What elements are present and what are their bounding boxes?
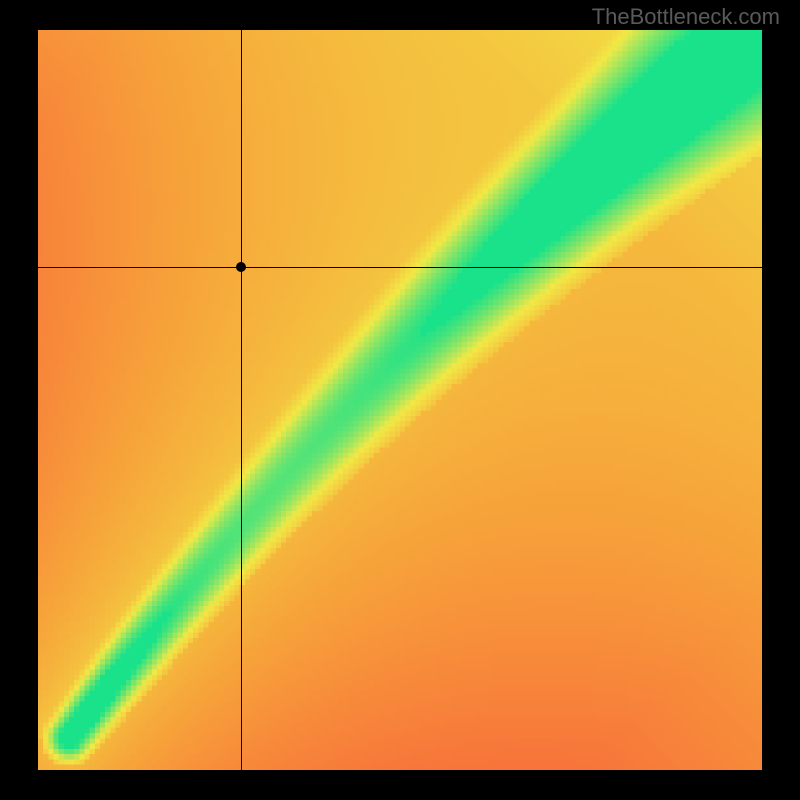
crosshair-marker [236,262,246,272]
heatmap-canvas [38,30,762,770]
crosshair-vertical [241,30,242,770]
heatmap-plot [38,30,762,770]
crosshair-horizontal [38,267,762,268]
watermark-text: TheBottleneck.com [592,4,780,30]
